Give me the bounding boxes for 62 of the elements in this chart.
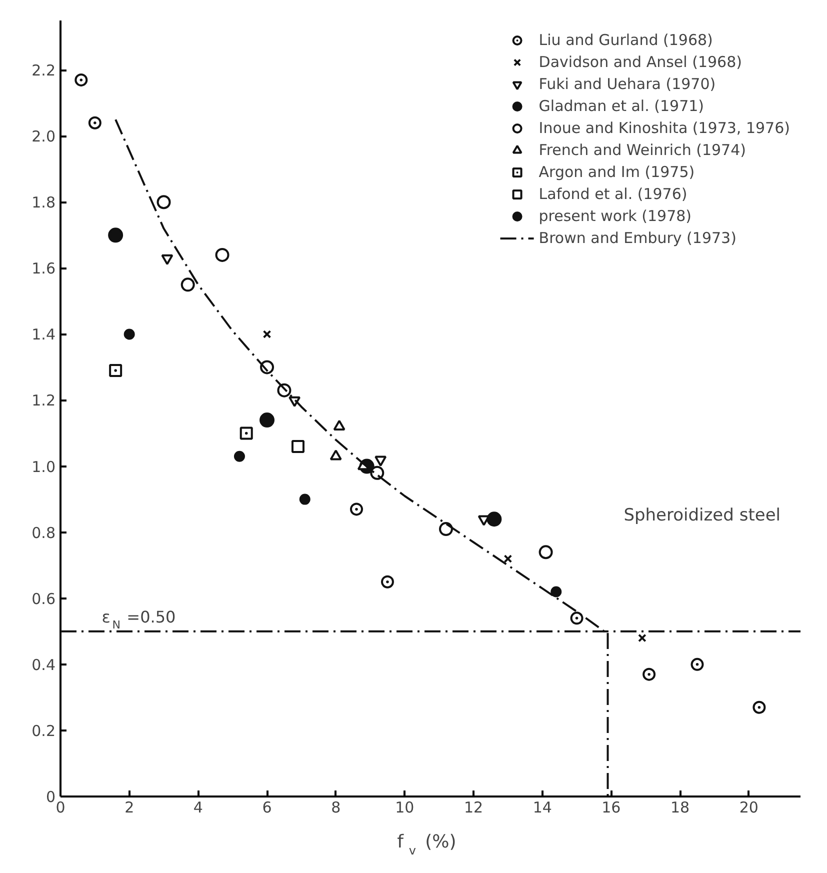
point <box>504 554 512 563</box>
point <box>291 440 304 453</box>
y-tick-label: 0.8 <box>32 524 56 542</box>
point <box>262 330 272 338</box>
point <box>538 545 553 560</box>
point <box>240 426 253 440</box>
legend-label: French and Weinrich (1974) <box>538 141 746 159</box>
point <box>215 248 230 262</box>
point <box>370 466 384 480</box>
point <box>333 420 346 431</box>
point <box>690 658 704 671</box>
point <box>638 634 646 642</box>
y-tick-label: 0.2 <box>32 722 56 740</box>
legend-label: Lafond et al. (1976) <box>538 185 688 203</box>
point <box>330 450 342 460</box>
y-tick-label: 1.0 <box>32 458 56 476</box>
x-tick-label: 8 <box>331 798 341 816</box>
point <box>350 502 363 516</box>
legend-label: Brown and Embury (1973) <box>538 229 736 247</box>
y-tick-label: 1.4 <box>32 326 56 344</box>
point <box>374 456 387 466</box>
point <box>260 412 275 428</box>
point <box>109 364 122 378</box>
point <box>88 116 102 130</box>
y-tick-label: 1.6 <box>32 260 56 278</box>
x-tick-label: 18 <box>670 798 690 816</box>
x-tick-label: 4 <box>193 798 203 816</box>
point <box>486 512 502 527</box>
point <box>752 700 766 714</box>
point <box>156 195 171 210</box>
legend-label: Argon and Im (1975) <box>538 163 695 181</box>
point <box>570 612 584 625</box>
legend-label: Gladman et al. (1971) <box>538 97 704 115</box>
point <box>108 228 124 243</box>
y-tick-label: 0.6 <box>32 590 56 608</box>
point <box>299 494 310 505</box>
annotation: Spheroidized steel <box>624 506 780 526</box>
x-tick-label: 2 <box>124 798 134 816</box>
y-tick-label: 2.0 <box>32 128 56 146</box>
x-tick-label: 16 <box>602 798 621 816</box>
point <box>180 278 195 292</box>
point <box>74 73 88 86</box>
y-tick-label: 0.4 <box>32 656 56 674</box>
legend-label: Davidson and Ansel (1968) <box>538 53 742 71</box>
legend-label: Fuki and Uehara (1970) <box>538 75 716 93</box>
legend-label: Inoue and Kinoshita (1973, 1976) <box>538 119 790 137</box>
y-tick-label: 2.2 <box>32 62 56 80</box>
point <box>161 254 174 266</box>
x-tick-label: 10 <box>395 798 414 816</box>
point <box>124 328 135 340</box>
point <box>550 586 562 598</box>
x-tick-label: 14 <box>532 798 552 816</box>
y-tick-label: 1.8 <box>32 194 56 212</box>
point <box>642 668 656 681</box>
x-tick-label: 12 <box>464 798 484 816</box>
x-tick-label: 6 <box>262 798 272 816</box>
y-tick-label: 1.2 <box>32 392 56 410</box>
point <box>380 575 394 588</box>
legend-label: Liu and Gurland (1968) <box>538 31 713 49</box>
point <box>234 450 245 462</box>
x-tick-label: 20 <box>739 798 758 816</box>
legend-label: present work (1978) <box>538 207 692 225</box>
